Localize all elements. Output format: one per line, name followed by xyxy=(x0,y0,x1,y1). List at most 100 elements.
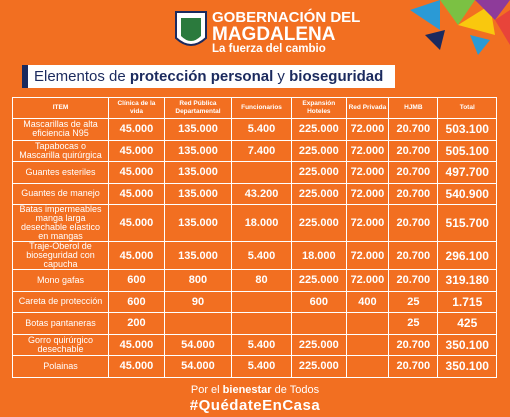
header-row: ITEM Clínica de la vida Red Pública Depart… xyxy=(12,97,497,119)
value-cell: 135.000 xyxy=(163,139,233,162)
value-cell xyxy=(230,290,293,313)
table-row: Botas pantaneras 200 25 425 xyxy=(12,312,497,335)
triangle xyxy=(410,0,440,30)
triangle xyxy=(495,10,510,45)
value-cell: 45.000 xyxy=(107,333,165,356)
hashtag: #QuédateEnCasa xyxy=(189,397,321,414)
value-cell: 18.000 xyxy=(291,241,347,270)
value-cell: 135.000 xyxy=(163,161,233,184)
value-cell: 425 xyxy=(437,312,497,335)
value-cell: 7.400 xyxy=(230,139,293,162)
item-cell: Traje-Oberol de bioseguridad con capucha xyxy=(12,241,109,270)
item-cell: Polainas xyxy=(12,355,109,378)
table-row: Batas impermeables manga larga desechabl… xyxy=(12,204,497,242)
item-cell: Mono gafas xyxy=(12,269,109,292)
value-cell: 45.000 xyxy=(107,355,165,378)
title-text: y xyxy=(273,68,290,85)
title-text: protección personal xyxy=(129,68,274,85)
value-cell: 20.700 xyxy=(388,241,439,270)
value-cell xyxy=(163,312,233,335)
value-cell: 43.200 xyxy=(230,182,293,205)
table-row: Guantes esteriles 45.000 135.000 225.000 72.… xyxy=(12,161,497,184)
value-cell: 135.000 xyxy=(163,182,233,205)
value-cell: 400 xyxy=(345,290,390,313)
value-cell: 225.000 xyxy=(291,161,347,184)
value-cell: 72.000 xyxy=(345,269,390,292)
value-cell: 45.000 xyxy=(107,182,165,205)
value-cell: 18.000 xyxy=(230,204,293,242)
value-cell: 72.000 xyxy=(345,139,390,162)
value-cell: 135.000 xyxy=(163,241,233,270)
value-cell: 45.000 xyxy=(107,161,165,184)
value-cell: 5.400 xyxy=(230,241,293,270)
value-cell xyxy=(345,312,390,335)
value-cell: 225.000 xyxy=(291,269,347,292)
value-cell: 80 xyxy=(230,269,293,292)
value-cell: 20.700 xyxy=(388,355,439,378)
column-header: Expansión Hoteles xyxy=(291,97,347,119)
value-cell: 225.000 xyxy=(291,118,347,141)
table-row: Traje-Oberol de bioseguridad con capucha… xyxy=(12,241,497,270)
value-cell: 515.700 xyxy=(437,204,497,242)
value-cell: 45.000 xyxy=(107,241,165,270)
item-cell: Mascarillas de alta eficiencia N95 xyxy=(12,118,109,141)
value-cell: 5.400 xyxy=(230,355,293,378)
value-cell: 20.700 xyxy=(388,161,439,184)
table-row: Gorro quirúrgico desechable 45.000 54.000 5… xyxy=(12,333,497,356)
value-cell: 505.100 xyxy=(437,139,497,162)
value-cell: 800 xyxy=(163,269,233,292)
value-cell: 497.700 xyxy=(437,161,497,184)
value-cell: 5.400 xyxy=(230,333,293,356)
value-cell: 72.000 xyxy=(345,241,390,270)
value-cell: 600 xyxy=(107,290,165,313)
table-row: Mono gafas 600 800 80 225.000 72.000 20.700 319… xyxy=(12,269,497,292)
value-cell: 25 xyxy=(388,290,439,313)
value-cell: 20.700 xyxy=(388,333,439,356)
table-row: Tapabocas o Mascarilla quirúrgica 45.000 1… xyxy=(12,139,497,162)
value-cell: 20.700 xyxy=(388,204,439,242)
column-header: HJMB xyxy=(388,97,439,119)
value-cell: 350.100 xyxy=(437,355,497,378)
value-cell: 54.000 xyxy=(163,355,233,378)
slogan: La fuerza del cambio xyxy=(212,43,326,55)
value-cell: 45.000 xyxy=(107,118,165,141)
value-cell xyxy=(291,312,347,335)
column-header: Total xyxy=(437,97,497,119)
column-header: Red Pública Departamental xyxy=(163,97,233,119)
column-header: Clínica de la vida xyxy=(107,97,165,119)
item-cell: Tapabocas o Mascarilla quirúrgica xyxy=(12,139,109,162)
item-cell: Guantes de manejo xyxy=(12,182,109,205)
column-header: ITEM xyxy=(12,97,109,119)
table-row: Polainas 45.000 54.000 5.400 225.000 20.700 35… xyxy=(12,355,497,378)
value-cell xyxy=(230,312,293,335)
triangle xyxy=(440,0,475,25)
value-cell: 90 xyxy=(163,290,233,313)
value-cell: 135.000 xyxy=(163,204,233,242)
value-cell: 20.700 xyxy=(388,269,439,292)
triangle xyxy=(470,35,490,55)
value-cell: 600 xyxy=(291,290,347,313)
footer-text: bienestar xyxy=(222,384,272,396)
value-cell: 225.000 xyxy=(291,182,347,205)
value-cell: 200 xyxy=(107,312,165,335)
value-cell: 54.000 xyxy=(163,333,233,356)
value-cell: 45.000 xyxy=(107,204,165,242)
value-cell: 600 xyxy=(107,269,165,292)
value-cell: 225.000 xyxy=(291,333,347,356)
triangle xyxy=(458,5,495,35)
header-line: MAGDALENA xyxy=(212,24,336,45)
value-cell: 72.000 xyxy=(345,118,390,141)
table-row: Careta de protección 600 90 600 400 25 1.715 xyxy=(12,290,497,313)
item-cell: Gorro quirúrgico desechable xyxy=(12,333,109,356)
value-cell: 25 xyxy=(388,312,439,335)
column-header: Funcionarios xyxy=(230,97,293,119)
value-cell: 72.000 xyxy=(345,204,390,242)
value-cell: 540.900 xyxy=(437,182,497,205)
logo-inner xyxy=(181,18,201,41)
value-cell: 350.100 xyxy=(437,333,497,356)
value-cell: 225.000 xyxy=(291,139,347,162)
header-line: GOBERNACIÓN DEL xyxy=(212,9,361,26)
column-header: Red Privada xyxy=(345,97,390,119)
value-cell: 225.000 xyxy=(291,204,347,242)
